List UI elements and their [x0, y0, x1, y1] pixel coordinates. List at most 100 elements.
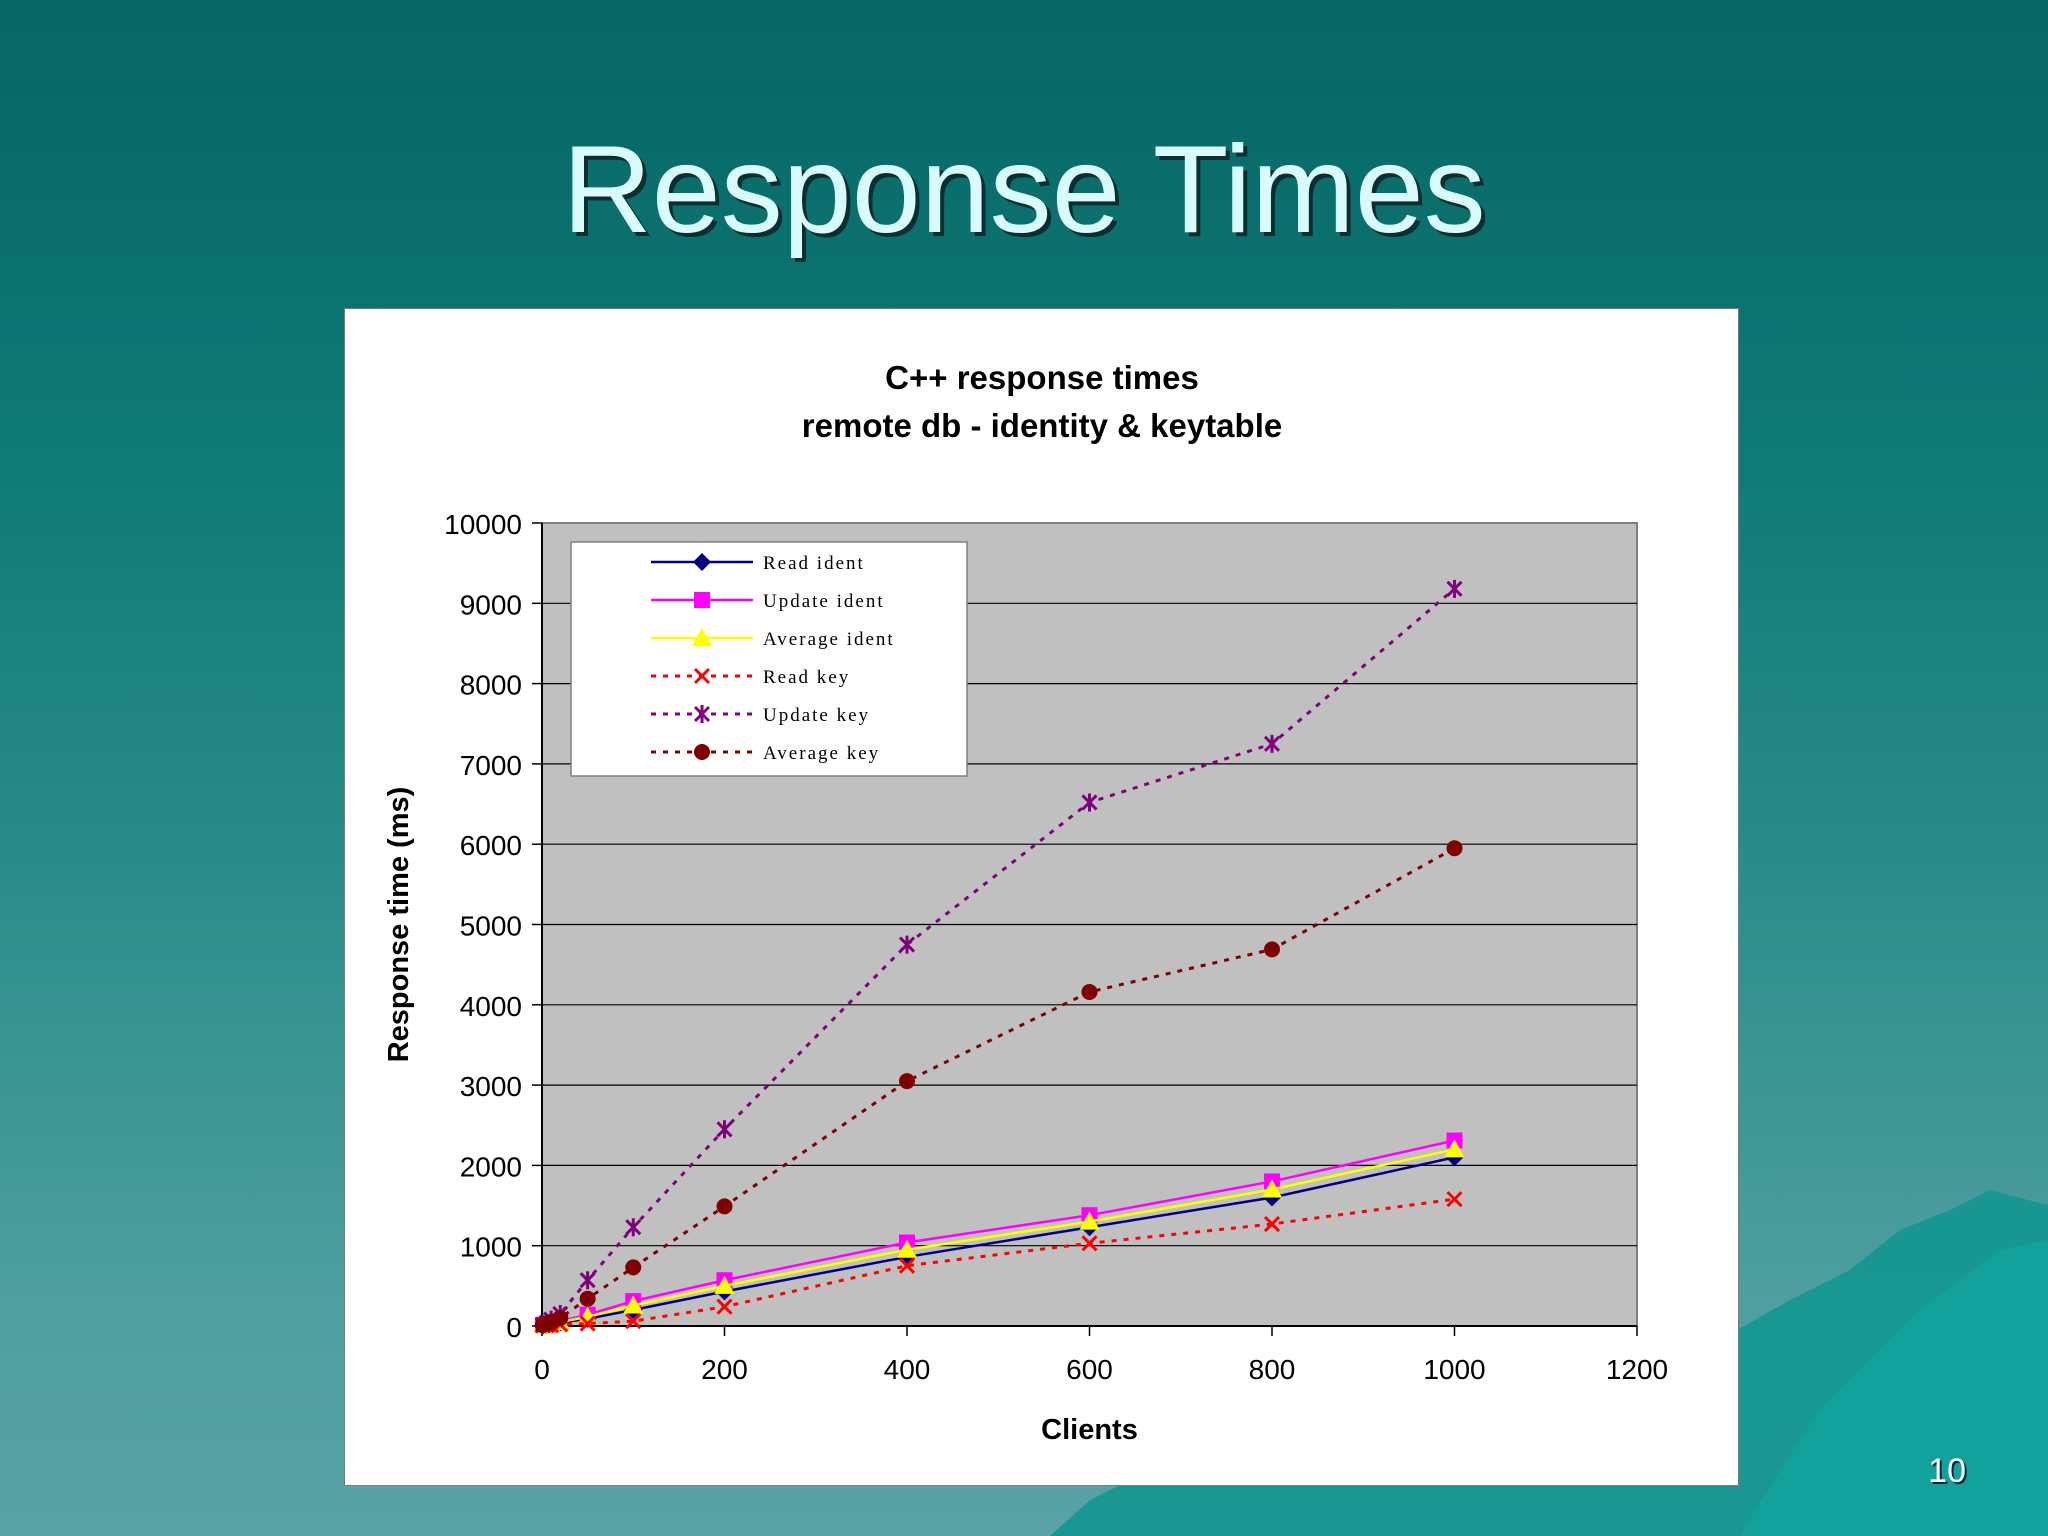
marker-star [625, 1218, 642, 1237]
marker-star [1081, 793, 1098, 812]
data-point [897, 1239, 917, 1258]
y-tick-label: 3000 [460, 1071, 522, 1102]
y-tick-label: 1000 [460, 1232, 522, 1263]
x-tick-label: 200 [701, 1354, 748, 1385]
data-point [714, 1275, 735, 1294]
marker-triangle [1079, 1211, 1100, 1230]
marker-circle [1081, 983, 1098, 1000]
chart-subtitle: remote db - identity & keytable [802, 407, 1282, 444]
data-point [625, 1259, 642, 1276]
data-point [1446, 579, 1463, 598]
marker-triangle [692, 628, 712, 646]
x-tick-label: 800 [1249, 1354, 1296, 1385]
marker-triangle [897, 1239, 917, 1258]
data-point [716, 1298, 733, 1315]
data-point [1081, 983, 1098, 1000]
y-tick-label: 2000 [460, 1151, 522, 1182]
marker-circle [1446, 840, 1463, 857]
marker-star [898, 935, 916, 954]
y-tick-label: 10000 [444, 509, 522, 540]
x-tick-label: 1200 [1606, 1354, 1668, 1385]
y-tick-label: 0 [506, 1312, 522, 1343]
x-axis-label: Clients [1041, 1414, 1138, 1446]
data-point [1081, 793, 1098, 812]
legend-label: Update key [763, 705, 870, 726]
y-tick-label: 9000 [460, 589, 522, 620]
legend-label: Read key [763, 667, 850, 688]
marker-triangle [623, 1295, 644, 1314]
marker-circle [694, 744, 710, 760]
y-tick-label: 7000 [460, 750, 522, 781]
legend-marker [693, 667, 711, 685]
data-point [716, 1198, 733, 1215]
marker-star [1446, 579, 1463, 598]
data-point [625, 1218, 642, 1237]
legend-label: Average ident [763, 629, 895, 650]
y-tick-label: 6000 [460, 830, 522, 861]
data-point [898, 935, 916, 954]
legend-label: Read ident [763, 553, 865, 574]
data-point [716, 1120, 733, 1139]
legend-marker [694, 744, 710, 760]
marker-circle [625, 1259, 642, 1276]
x-tick-label: 400 [884, 1354, 931, 1385]
x-tick-label: 600 [1066, 1354, 1113, 1385]
marker-star [1263, 734, 1281, 753]
data-point [1262, 1179, 1282, 1198]
data-point [625, 1313, 642, 1330]
response-times-chart: C++ response times remote db - identity &… [383, 359, 1668, 1446]
marker-x [898, 1257, 916, 1274]
data-point [1446, 840, 1463, 857]
series-update-key [534, 579, 1463, 1334]
marker-x [716, 1298, 733, 1315]
marker-circle [899, 1073, 915, 1090]
marker-star [579, 1271, 596, 1290]
legend-marker [694, 592, 710, 608]
data-point [1081, 1235, 1098, 1252]
legend-item: Average key [651, 743, 880, 764]
marker-square [694, 592, 710, 608]
marker-diamond [693, 553, 711, 571]
marker-circle [716, 1198, 733, 1215]
y-tick-label: 5000 [460, 911, 522, 942]
marker-x [1446, 1191, 1463, 1208]
legend-item: Read ident [651, 553, 865, 574]
legend-label: Average key [763, 743, 880, 764]
slide-title: Response Times [562, 121, 1486, 259]
y-axis-label: Response time (ms) [383, 787, 415, 1063]
marker-triangle [1444, 1139, 1465, 1158]
marker-circle [579, 1290, 596, 1307]
marker-x [1081, 1235, 1098, 1252]
data-point [1444, 1139, 1465, 1158]
data-point [1446, 1191, 1463, 1208]
data-point [1263, 1215, 1281, 1233]
legend-marker [692, 628, 712, 646]
marker-x [693, 667, 711, 685]
data-point [623, 1295, 644, 1314]
y-tick-label: 4000 [460, 991, 522, 1022]
chart-panel: C++ response times remote db - identity &… [344, 308, 1739, 1486]
marker-triangle [1262, 1179, 1282, 1198]
legend-label: Update ident [763, 591, 885, 612]
marker-circle [1264, 941, 1280, 958]
series-average-key [534, 840, 1463, 1334]
legend: Read ident Update ident Average ident Read … [570, 541, 968, 777]
page-number: 10 [1928, 1452, 1966, 1490]
legend-box [570, 541, 968, 777]
marker-triangle [714, 1275, 735, 1294]
marker-star [693, 705, 711, 723]
data-point [1263, 734, 1281, 753]
marker-star [716, 1120, 733, 1139]
data-point [899, 1073, 915, 1090]
legend-item: Update key [651, 705, 870, 726]
marker-circle [552, 1309, 569, 1326]
series-line [542, 1197, 1455, 1328]
legend-item: Update ident [651, 591, 885, 612]
legend-marker [693, 705, 711, 723]
data-point [579, 1290, 596, 1307]
data-point [552, 1309, 569, 1326]
data-point [898, 1257, 916, 1274]
x-tick-label: 1000 [1423, 1354, 1485, 1385]
marker-x [625, 1313, 642, 1330]
marker-x [579, 1315, 596, 1332]
